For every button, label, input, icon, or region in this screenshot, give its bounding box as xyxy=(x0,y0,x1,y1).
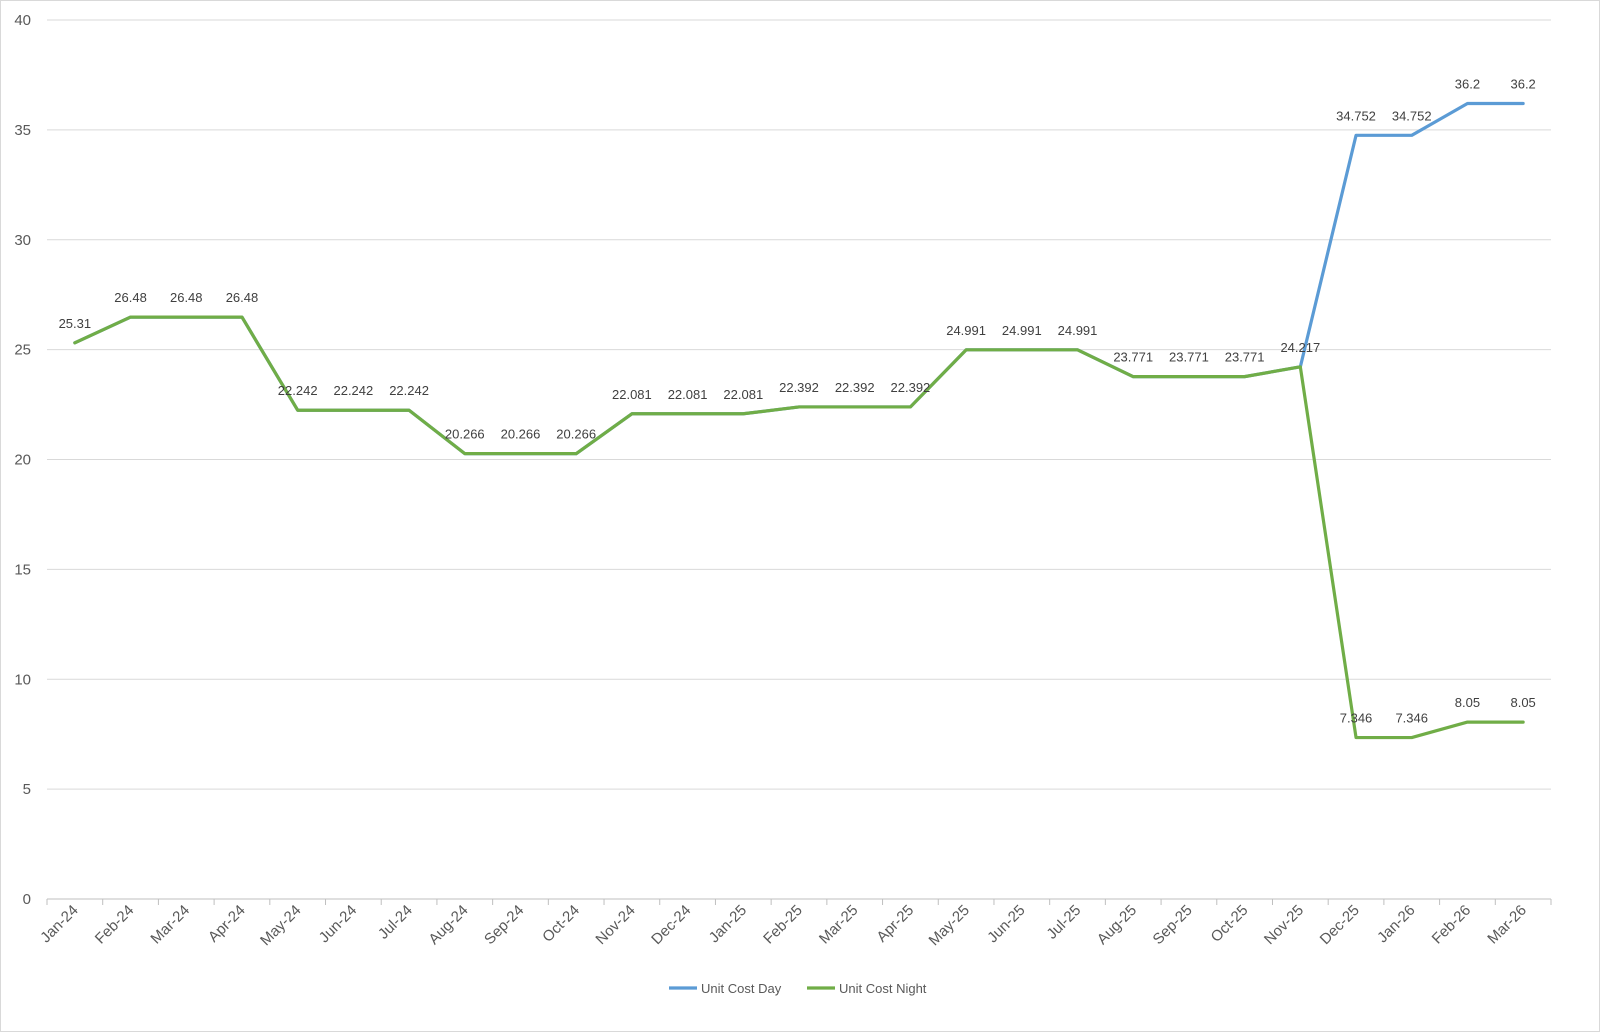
data-label-night: 23.771 xyxy=(1225,350,1265,365)
x-tick-label: May-25 xyxy=(926,902,973,949)
data-label-night: 22.242 xyxy=(278,383,318,398)
y-tick-label: 5 xyxy=(23,781,31,798)
data-label-night: 7.346 xyxy=(1395,711,1428,726)
data-label-night: 20.266 xyxy=(501,427,541,442)
x-tick-label: Jan-25 xyxy=(706,902,750,946)
y-tick-label: 15 xyxy=(14,561,31,578)
data-label-night: 22.081 xyxy=(668,387,708,402)
x-tick-label: Feb-26 xyxy=(1429,902,1475,948)
data-label-night: 23.771 xyxy=(1113,350,1153,365)
data-label-night: 22.081 xyxy=(612,387,652,402)
y-tick-label: 20 xyxy=(14,452,31,469)
y-tick-label: 10 xyxy=(14,671,31,688)
data-label-day: 34.752 xyxy=(1336,108,1376,123)
data-label-night: 20.266 xyxy=(445,427,485,442)
x-tick-label: Sep-25 xyxy=(1150,902,1196,948)
data-label-night: 24.991 xyxy=(1058,323,1098,338)
data-label-day: 36.2 xyxy=(1455,77,1480,92)
data-label-night: 7.346 xyxy=(1340,711,1373,726)
data-label-night: 22.242 xyxy=(333,383,373,398)
y-tick-label: 25 xyxy=(14,342,31,359)
x-tick-label: Dec-25 xyxy=(1317,902,1363,948)
y-axis: 0 5 10 15 20 25 30 35 40 xyxy=(14,12,31,908)
series-line-night xyxy=(73,315,1525,740)
data-labels: 34.752 34.752 36.2 36.2 25.31 26.48 26.48 26.48… xyxy=(59,77,1536,726)
x-tick-label: Jul-25 xyxy=(1043,902,1084,943)
x-tick-label: Nov-24 xyxy=(593,902,639,948)
x-tick-label: Jan-26 xyxy=(1374,902,1418,946)
x-tick-label: Jan-24 xyxy=(37,902,81,946)
data-label-night: 26.48 xyxy=(226,290,259,305)
x-tick-label: Jun-25 xyxy=(984,902,1028,946)
data-label-day: 34.752 xyxy=(1392,108,1432,123)
x-tick-label: Oct-25 xyxy=(1208,902,1252,946)
x-tick-label: Feb-25 xyxy=(760,902,806,948)
x-tick-label: Oct-24 xyxy=(539,902,583,946)
y-tick-label: 35 xyxy=(14,122,31,139)
data-label-night: 8.05 xyxy=(1510,695,1535,710)
x-tick-label: Nov-25 xyxy=(1261,902,1307,948)
gridlines xyxy=(47,19,1551,900)
data-label-night: 23.771 xyxy=(1169,350,1209,365)
x-tick-label: Apr-25 xyxy=(873,902,917,946)
y-tick-label: 40 xyxy=(14,12,31,29)
data-label-day: 36.2 xyxy=(1510,77,1535,92)
x-tick-label: Mar-24 xyxy=(147,902,193,948)
data-label-night: 26.48 xyxy=(170,290,203,305)
x-tick-label: Mar-26 xyxy=(1484,902,1530,948)
x-tick-label: Jul-24 xyxy=(375,902,416,943)
legend-label-day: Unit Cost Day xyxy=(701,981,782,996)
x-tick-label: Mar-25 xyxy=(816,902,862,948)
data-label-night: 22.392 xyxy=(779,380,819,395)
legend-label-night: Unit Cost Night xyxy=(839,981,927,996)
data-label-night: 8.05 xyxy=(1455,695,1480,710)
data-label-night: 22.242 xyxy=(389,383,429,398)
y-tick-label: 30 xyxy=(14,232,31,249)
data-label-night: 22.392 xyxy=(891,380,931,395)
series-lines xyxy=(73,101,1525,740)
data-label-night: 24.991 xyxy=(946,323,986,338)
x-tick-label: Aug-24 xyxy=(425,902,471,948)
x-tick-label: May-24 xyxy=(257,902,304,949)
data-label-night: 22.081 xyxy=(723,387,763,402)
data-label-night: 22.392 xyxy=(835,380,875,395)
x-tick-label: Sep-24 xyxy=(481,902,527,948)
x-tick-label: Feb-24 xyxy=(92,902,138,948)
x-tick-label: Aug-25 xyxy=(1094,902,1140,948)
legend: Unit Cost Day Unit Cost Night xyxy=(669,981,927,996)
y-tick-label: 0 xyxy=(23,891,31,908)
data-label-night: 24.217 xyxy=(1280,340,1320,355)
data-label-night: 26.48 xyxy=(114,290,147,305)
data-label-night: 25.31 xyxy=(59,316,92,331)
x-tick-label: Apr-24 xyxy=(205,902,249,946)
data-label-night: 20.266 xyxy=(556,427,596,442)
x-tick-label: Dec-24 xyxy=(648,902,694,948)
data-label-night: 24.991 xyxy=(1002,323,1042,338)
x-axis: Jan-24 Feb-24 Mar-24 Apr-24 May-24 Jun-24 Jul-… xyxy=(37,899,1552,949)
x-tick-label: Jun-24 xyxy=(316,902,360,946)
